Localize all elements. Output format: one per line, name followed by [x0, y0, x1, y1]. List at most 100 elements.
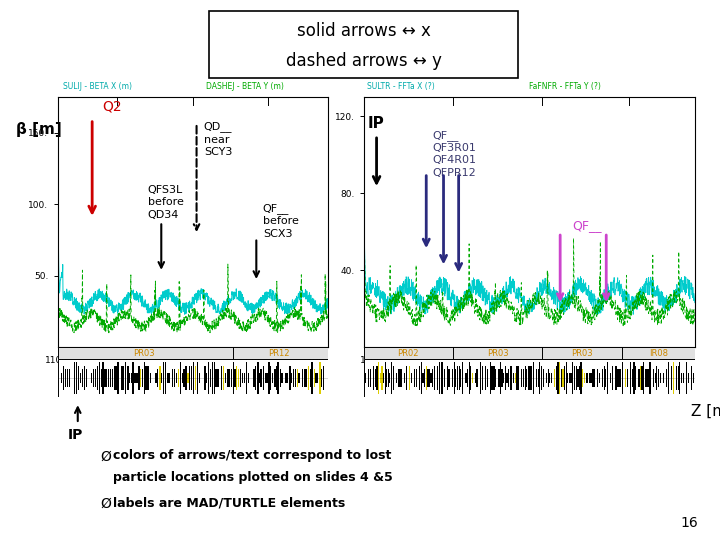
Bar [89, 366, 90, 390]
Bar [210, 369, 211, 387]
Bar [91, 373, 92, 383]
Bar [501, 369, 503, 387]
Bar [429, 369, 430, 387]
Bar [117, 362, 119, 394]
Bar [289, 366, 291, 390]
Bar [567, 373, 568, 383]
Bar [61, 373, 63, 383]
Bar [365, 373, 366, 383]
Bar [69, 369, 70, 387]
Bar [227, 369, 228, 387]
Bar [556, 366, 557, 390]
Bar [557, 362, 559, 394]
Bar [539, 362, 541, 394]
Bar [261, 369, 262, 387]
Bar [293, 369, 294, 387]
Bar [543, 369, 544, 387]
Bar [99, 362, 100, 394]
Bar [251, 362, 252, 394]
Bar [272, 373, 274, 383]
Bar [295, 369, 296, 387]
Bar [518, 366, 519, 390]
Bar [228, 369, 230, 387]
Bar [599, 373, 600, 383]
Bar [561, 369, 562, 387]
Bar [250, 362, 251, 394]
Bar [666, 369, 667, 387]
Bar [131, 373, 132, 383]
Bar [148, 366, 149, 390]
Bar [287, 373, 289, 383]
Bar [683, 373, 684, 383]
Bar [236, 366, 238, 390]
Text: QFS3L
before
QD34: QFS3L before QD34 [148, 185, 184, 220]
Bar [246, 362, 247, 394]
Bar [381, 366, 382, 390]
Bar [191, 366, 192, 390]
Bar [649, 362, 651, 394]
Bar [217, 369, 219, 387]
Bar [256, 362, 258, 394]
Bar [593, 369, 595, 387]
Bar [183, 369, 185, 387]
Bar [234, 369, 236, 387]
Bar [195, 366, 196, 390]
Bar [161, 373, 162, 383]
Bar [376, 366, 377, 390]
Bar [638, 369, 639, 387]
Bar [577, 369, 579, 387]
Bar [231, 369, 232, 387]
Bar [451, 369, 454, 387]
Text: QF__
before
SCX3: QF__ before SCX3 [263, 203, 299, 239]
Bar [397, 369, 399, 387]
Bar [240, 369, 241, 387]
Bar [310, 369, 311, 387]
Bar [138, 366, 140, 390]
Bar [78, 366, 79, 390]
Text: particle locations plotted on slides 4 &5: particle locations plotted on slides 4 &… [113, 471, 393, 484]
Bar [569, 373, 570, 383]
Bar [416, 369, 417, 387]
Bar [304, 369, 306, 387]
Text: SULTR - FFTa X (?): SULTR - FFTa X (?) [367, 82, 435, 91]
Bar [645, 369, 646, 387]
Bar [377, 362, 379, 394]
Bar [182, 373, 183, 383]
Bar [253, 369, 255, 387]
Bar [618, 369, 620, 387]
Bar [300, 369, 302, 387]
Bar [291, 373, 292, 383]
Bar [424, 369, 425, 387]
Bar [615, 366, 616, 390]
Bar [82, 369, 83, 387]
Bar [276, 366, 277, 390]
Bar [592, 369, 593, 387]
Bar [455, 369, 456, 387]
Text: IP: IP [68, 428, 83, 442]
Bar [192, 362, 194, 394]
Bar [263, 366, 264, 390]
Bar [95, 369, 96, 387]
Bar [511, 366, 513, 390]
Bar [538, 369, 539, 387]
Bar [76, 362, 77, 394]
Bar [554, 369, 555, 387]
Text: IR08: IR08 [649, 349, 668, 357]
Bar [306, 369, 307, 387]
Bar [490, 362, 491, 394]
Bar [152, 362, 153, 394]
Bar [319, 362, 320, 394]
Bar [580, 362, 582, 394]
Bar [498, 369, 500, 387]
Bar [516, 366, 518, 390]
Bar [265, 373, 266, 383]
Bar [189, 366, 190, 390]
Bar [529, 366, 531, 390]
Bar [202, 369, 203, 387]
Bar [437, 366, 438, 390]
Bar [379, 373, 381, 383]
Bar [548, 369, 549, 387]
Bar [136, 373, 138, 383]
Bar [420, 362, 422, 394]
Text: solid arrows ↔ x: solid arrows ↔ x [297, 22, 431, 40]
